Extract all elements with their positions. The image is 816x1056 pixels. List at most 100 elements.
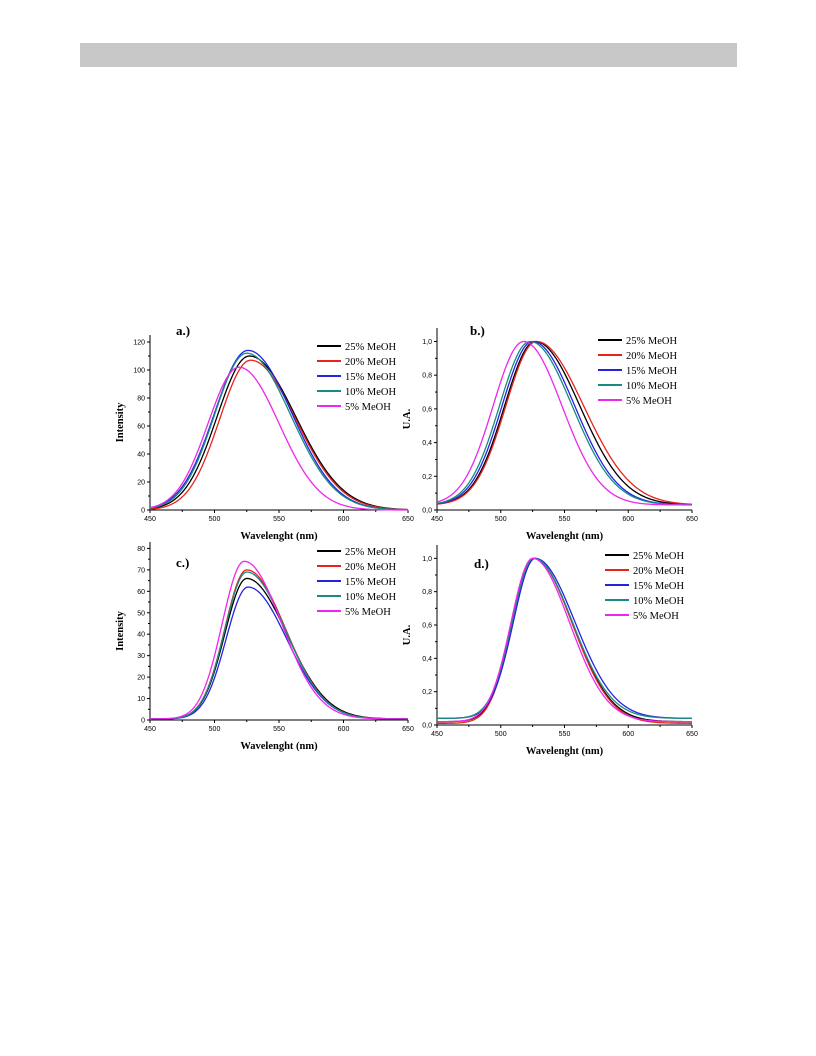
legend-label: 15% MeOH <box>345 577 396 588</box>
x-tick-label: 550 <box>273 726 285 733</box>
y-tick-label: 50 <box>137 610 145 617</box>
series-line-10meoh <box>149 352 409 511</box>
x-tick-label: 650 <box>686 731 698 738</box>
x-tick-label: 650 <box>686 516 698 523</box>
y-tick-label: 40 <box>137 632 145 639</box>
y-axis-title: Intensity <box>115 610 126 650</box>
x-tick-label: 500 <box>495 516 507 523</box>
x-tick-label: 550 <box>559 516 571 523</box>
y-axis-title: U.A. <box>402 624 413 645</box>
x-axis-title: Wavelenght (nm) <box>526 531 604 542</box>
y-tick-label: 0,2 <box>422 689 432 696</box>
series-line-5meoh <box>436 340 692 506</box>
legend-label: 25% MeOH <box>626 336 677 347</box>
y-tick-label: 1,0 <box>422 339 432 346</box>
series-line-25meoh <box>436 340 693 506</box>
y-tick-label: 60 <box>137 424 145 431</box>
legend: 25% MeOH 20% MeOH 15% MeOH 10% MeOH 5% MeOH <box>605 551 684 622</box>
legend-label: 5% MeOH <box>345 607 391 618</box>
y-tick-label: 0,8 <box>422 373 432 380</box>
y-tick-label: 0 <box>141 508 145 515</box>
x-tick-label: 600 <box>622 516 634 523</box>
chart-b: 450 500 550 600 650 0,0 0,2 0,4 0,6 0,8 1,0 Wavelen… <box>402 323 698 542</box>
x-axis-title: Wavelenght (nm) <box>526 746 604 757</box>
legend-label: 5% MeOH <box>345 402 391 413</box>
x-axis-title: Wavelenght (nm) <box>240 741 318 752</box>
x-tick-label: 450 <box>144 516 156 523</box>
series-line-5meoh <box>436 557 692 723</box>
x-tick-label: 550 <box>273 516 285 523</box>
legend-label: 15% MeOH <box>633 581 684 592</box>
panel-label: d.) <box>474 556 489 571</box>
series-line-5meoh <box>149 366 408 511</box>
series-line-10meoh <box>436 557 692 719</box>
legend: 25% MeOH 20% MeOH 15% MeOH 10% MeOH 5% MeOH <box>317 547 396 618</box>
y-tick-label: 0,2 <box>422 474 432 481</box>
legend-label: 10% MeOH <box>345 387 396 398</box>
legend-label: 5% MeOH <box>633 611 679 622</box>
y-tick-label: 20 <box>137 480 145 487</box>
y-tick-label: 0,0 <box>422 723 432 730</box>
legend-label: 20% MeOH <box>345 357 396 368</box>
x-tick-label: 500 <box>209 516 221 523</box>
panel-label: b.) <box>470 323 485 338</box>
legend-label: 10% MeOH <box>633 596 684 607</box>
y-tick-label: 60 <box>137 589 145 596</box>
x-tick-label: 450 <box>431 731 443 738</box>
y-axis-title: Intensity <box>115 402 126 442</box>
y-tick-label: 0,6 <box>422 623 432 630</box>
series-line-20meoh <box>436 340 693 505</box>
chart-d: 450 500 550 600 650 0,0 0,2 0,4 0,6 0,8 1,0 Wavelen… <box>402 545 698 757</box>
panel-label: a.) <box>176 323 190 338</box>
legend-label: 15% MeOH <box>626 366 677 377</box>
x-tick-label: 500 <box>495 731 507 738</box>
x-tick-label: 600 <box>338 516 350 523</box>
legend-label: 20% MeOH <box>345 562 396 573</box>
legend-label: 25% MeOH <box>345 547 396 558</box>
x-tick-label: 550 <box>559 731 571 738</box>
y-tick-label: 0,4 <box>422 656 432 663</box>
x-tick-label: 500 <box>209 726 221 733</box>
legend-label: 20% MeOH <box>626 351 677 362</box>
legend-label: 10% MeOH <box>626 381 677 392</box>
header-bar <box>80 43 737 67</box>
x-tick-label: 450 <box>431 516 443 523</box>
legend-label: 25% MeOH <box>345 342 396 353</box>
series-line-5meoh <box>150 560 408 720</box>
y-tick-label: 0,0 <box>422 508 432 515</box>
legend-label: 20% MeOH <box>633 566 684 577</box>
legend-label: 25% MeOH <box>633 551 684 562</box>
x-tick-label: 650 <box>402 516 414 523</box>
y-tick-label: 40 <box>137 452 145 459</box>
panel-label: c.) <box>176 555 189 570</box>
y-tick-label: 0,8 <box>422 589 432 596</box>
x-tick-label: 600 <box>338 726 350 733</box>
x-tick-label: 450 <box>144 726 156 733</box>
y-tick-label: 0,6 <box>422 406 432 413</box>
y-tick-label: 80 <box>137 396 145 403</box>
y-tick-label: 80 <box>137 546 145 553</box>
series-line-10meoh <box>436 340 693 506</box>
y-tick-label: 100 <box>133 368 145 375</box>
y-tick-label: 70 <box>137 567 145 574</box>
legend: 25% MeOH 20% MeOH 15% MeOH 10% MeOH 5% MeOH <box>317 342 396 413</box>
y-tick-label: 0 <box>141 718 145 725</box>
legend-label: 5% MeOH <box>626 396 672 407</box>
y-tick-label: 20 <box>137 675 145 682</box>
chart-a: 450 500 550 600 650 0 20 40 60 80 100 120 Wavelenght… <box>115 323 414 542</box>
x-tick-label: 600 <box>622 731 634 738</box>
y-tick-label: 30 <box>137 653 145 660</box>
y-tick-label: 0,4 <box>422 440 432 447</box>
legend-label: 10% MeOH <box>345 592 396 603</box>
y-tick-label: 120 <box>133 340 145 347</box>
y-axis-title: U.A. <box>402 408 413 429</box>
x-tick-label: 650 <box>402 726 414 733</box>
series-line-15meoh <box>437 557 693 719</box>
y-tick-label: 1,0 <box>422 556 432 563</box>
legend-label: 15% MeOH <box>345 372 396 383</box>
legend: 25% MeOH 20% MeOH 15% MeOH 10% MeOH 5% MeOH <box>598 336 677 407</box>
chart-c: 450 500 550 600 650 0 10 20 30 40 50 60 70 80 Waveleng… <box>115 542 414 752</box>
y-tick-label: 10 <box>137 696 145 703</box>
x-axis-title: Wavelenght (nm) <box>240 531 318 542</box>
